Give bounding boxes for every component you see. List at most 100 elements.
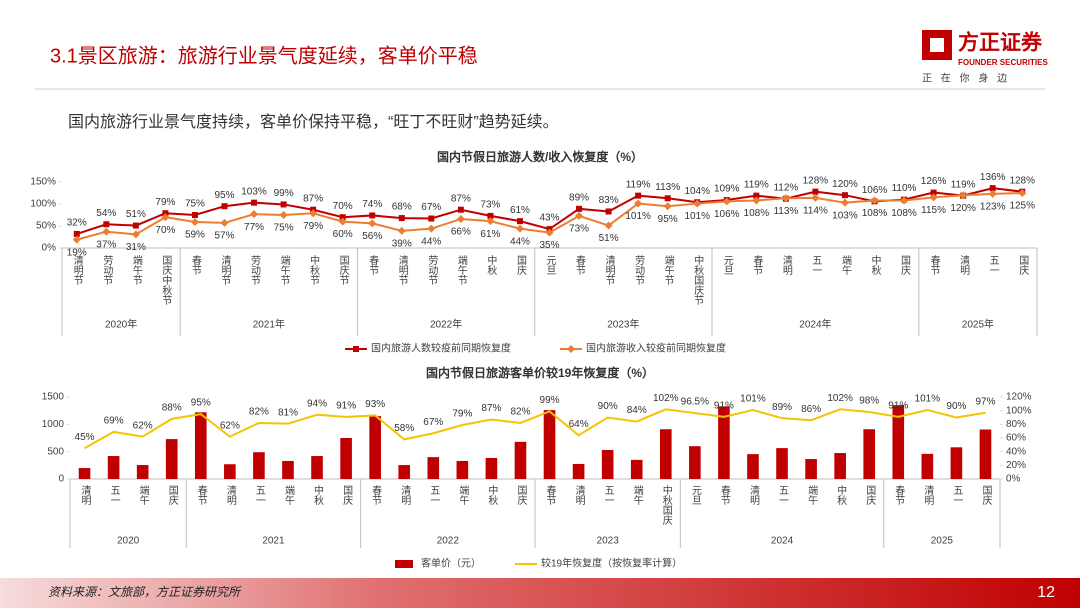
point [545, 228, 554, 237]
legend-marker [567, 345, 575, 353]
bar [718, 406, 730, 479]
data-label: 60% [333, 229, 353, 240]
data-label: 89% [569, 192, 589, 203]
x-tick-label: 端午节 [455, 254, 467, 286]
x-tick-label: 五一 [253, 485, 265, 505]
point [427, 224, 436, 233]
point [103, 221, 110, 228]
data-label: 19% [67, 247, 87, 258]
data-label: 102% [653, 393, 679, 404]
x-tick-label: 国庆中秋节 [160, 255, 172, 306]
bar [630, 459, 643, 479]
point [73, 230, 80, 237]
legend-marker [353, 346, 359, 352]
x-tick-label: 端午 [282, 484, 294, 506]
data-label: 113% [773, 206, 798, 217]
data-label: 106% [862, 185, 888, 196]
data-label: 75% [185, 199, 205, 210]
data-label: 70% [155, 225, 175, 236]
logo-en: FOUNDER SECURITIES [958, 58, 1048, 67]
data-label: 43% [539, 213, 559, 224]
bar [572, 463, 585, 479]
data-label: 87% [451, 193, 471, 204]
data-label: 44% [510, 236, 530, 247]
legend-label: 国内旅游人数较疫前同期恢复度 [371, 342, 511, 355]
legend-swatch [395, 560, 413, 568]
bar [747, 454, 759, 479]
bar [601, 450, 614, 479]
bar [78, 468, 91, 479]
x-tick-label: 劳动节 [426, 254, 438, 286]
point [191, 212, 198, 218]
bar [689, 446, 701, 479]
bar [543, 410, 556, 479]
x-tick-label: 端午 [631, 484, 643, 506]
data-label: 101% [915, 394, 941, 405]
data-label: 79% [452, 409, 472, 420]
x-tick-label: 清明节 [219, 254, 231, 286]
point [72, 235, 81, 244]
x-tick-label: 国庆 [980, 485, 992, 506]
data-label: 136% [980, 172, 1006, 183]
bar [427, 457, 440, 479]
data-label: 35% [539, 240, 559, 251]
point [959, 191, 968, 200]
x-tick-label: 春节 [718, 485, 730, 506]
point [663, 202, 672, 211]
source: 资料来源：文旅部，方正证券研究所 [48, 585, 242, 599]
bar [485, 457, 498, 479]
data-label: 126% [921, 176, 947, 187]
data-label: 77% [244, 222, 264, 233]
point [840, 198, 849, 207]
data-label: 95% [658, 214, 678, 225]
group-label: 2022 [437, 536, 460, 547]
x-tick-label: 元旦 [689, 485, 701, 505]
group-label: 2023年 [607, 318, 639, 331]
data-label: 51% [599, 233, 619, 244]
point [369, 212, 376, 219]
x-tick-label: 中秋 [486, 484, 498, 506]
x-tick-label: 端午 [457, 484, 469, 506]
data-label: 56% [362, 231, 382, 242]
data-label: 119% [951, 179, 976, 190]
y2-tick-label: 20% [1006, 460, 1026, 471]
data-label: 97% [975, 396, 995, 407]
data-label: 91% [888, 400, 908, 411]
x-tick-label: 五一 [810, 255, 822, 275]
bar [398, 465, 411, 479]
point [457, 206, 464, 213]
chart-title: 国内节假日旅游人数/收入恢复度（%） [437, 149, 643, 164]
x-tick-label: 国庆 [166, 485, 178, 506]
data-label: 57% [214, 231, 234, 242]
data-label: 39% [392, 238, 412, 249]
y2-tick-label: 40% [1006, 446, 1026, 457]
data-label: 82% [510, 407, 530, 418]
data-label: 110% [892, 183, 917, 194]
x-tick-label: 五一 [428, 485, 440, 505]
group-label: 2024 [771, 536, 794, 547]
data-label: 104% [684, 186, 710, 197]
x-tick-label: 清明节 [71, 254, 83, 286]
point [221, 203, 228, 210]
point [1018, 189, 1027, 197]
x-tick-label: 端午 [806, 484, 818, 506]
x-tick-label: 五一 [777, 485, 789, 505]
chart-title: 国内节假日旅游客单价较19年恢复度（%） [426, 365, 654, 380]
point [811, 193, 820, 202]
y-tick-label: 150% [30, 177, 56, 188]
y2-tick-label: 80% [1006, 419, 1026, 430]
point [753, 192, 760, 199]
x-tick-label: 清明 [922, 484, 934, 506]
point [575, 211, 584, 220]
point [604, 221, 613, 230]
data-label: 109% [714, 184, 740, 195]
group-label: 2025年 [962, 318, 994, 331]
data-label: 73% [569, 224, 589, 235]
data-label: 88% [162, 403, 182, 414]
data-label: 32% [67, 218, 87, 229]
x-tick-label: 端午节 [130, 254, 142, 286]
point [456, 214, 465, 223]
point [220, 218, 229, 227]
point [693, 199, 702, 208]
x-tick-label: 中秋国庆节 [692, 254, 704, 306]
